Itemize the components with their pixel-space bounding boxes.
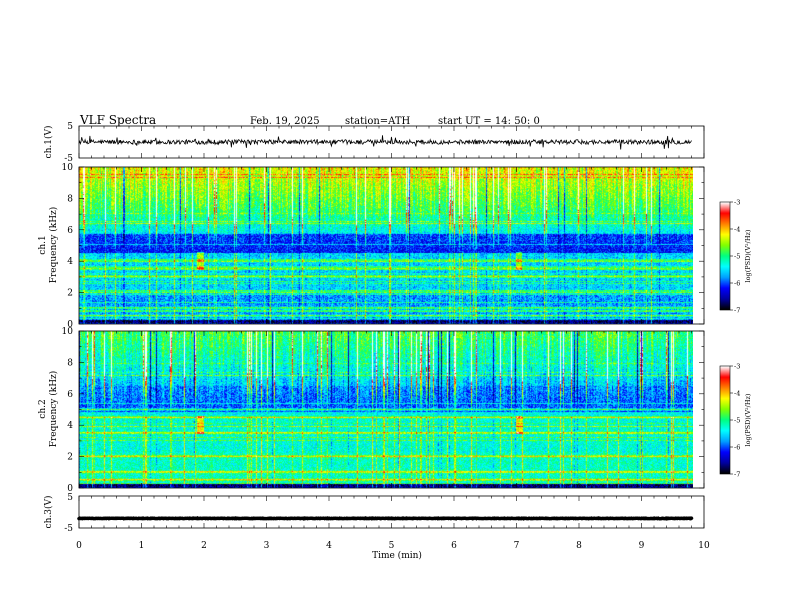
y-tick-label: 2 bbox=[67, 289, 73, 299]
y-tick-label: 0 bbox=[67, 484, 73, 494]
y-tick-label: 2 bbox=[67, 453, 73, 463]
ch1-spec-ylabel-channel: ch.1 bbox=[38, 235, 48, 254]
figure-title: VLF Spectra bbox=[79, 113, 156, 127]
x-tick-label: 6 bbox=[451, 541, 457, 551]
y-tick-label: 8 bbox=[67, 358, 73, 368]
x-tick-label: 2 bbox=[201, 541, 207, 551]
ch1-spectrogram-image bbox=[79, 167, 693, 324]
ch3-ytick-top: 5 bbox=[67, 493, 73, 503]
y-tick-label: 4 bbox=[67, 421, 73, 431]
ch2-colorbar: -3 -4 -5 -6 -7 log(PSD)(V²/Hz) bbox=[719, 363, 752, 479]
ch1-xticks bbox=[78, 126, 705, 158]
x-tick-label: 0 bbox=[76, 541, 82, 551]
x-axis-label: Time (min) bbox=[372, 550, 422, 561]
station-label: station=ATH bbox=[345, 116, 411, 127]
x-tick-label: 1 bbox=[139, 541, 145, 551]
ch1-spec-yticks: 0 2 4 6 8 10 bbox=[62, 163, 704, 330]
colorbar-tick-label: -7 bbox=[734, 471, 740, 479]
ch2-spec-ylabel-frequency: Frequency (kHz) bbox=[48, 371, 59, 448]
ch1-spec-xticks bbox=[78, 167, 705, 324]
ch2-spec-xticks bbox=[78, 331, 705, 488]
y-tick-label: 0 bbox=[67, 320, 73, 330]
ch3-ytick-bottom: -5 bbox=[64, 524, 73, 534]
colorbar-tick-label: -5 bbox=[734, 253, 740, 261]
colorbar-tick-label: -6 bbox=[734, 280, 740, 288]
ch2-spec-yticks: 0 2 4 6 8 10 bbox=[62, 327, 704, 494]
x-tick-label: 10 bbox=[698, 541, 710, 551]
ch1-ytick-bottom: -5 bbox=[64, 154, 73, 164]
x-tick-label: 3 bbox=[264, 541, 270, 551]
y-tick-label: 8 bbox=[67, 194, 73, 204]
date-label: Feb. 19, 2025 bbox=[250, 116, 320, 127]
colorbar-tick-label: -4 bbox=[734, 226, 740, 234]
colorbar-tick-label: -7 bbox=[734, 307, 740, 315]
colorbar-tick-label: -6 bbox=[734, 444, 740, 452]
ch1-panel: 5 -5 ch.1(V) bbox=[43, 122, 705, 164]
ch1-ytick-top: 5 bbox=[67, 122, 73, 132]
ch3-xticks bbox=[78, 496, 705, 528]
colorbar-tick-label: -3 bbox=[734, 363, 740, 371]
ch2-spectrogram-image bbox=[79, 331, 693, 488]
x-tick-label: 8 bbox=[576, 541, 582, 551]
x-axis-ticklabels: 0 1 2 3 4 5 6 7 8 9 10 bbox=[76, 541, 710, 551]
y-tick-label: 6 bbox=[67, 226, 73, 236]
ch1-spec-ylabel-frequency: Frequency (kHz) bbox=[48, 207, 59, 284]
start-time-label: start UT = 14: 50: 0 bbox=[438, 116, 540, 127]
ch3-panel: 5 -5 ch.3(V) bbox=[43, 493, 705, 534]
ch1-colorbar-ticks: -3 -4 -5 -6 -7 bbox=[730, 199, 740, 315]
ch2-spectrogram-panel: 0 2 4 6 8 10 ch.2 Frequency (kHz) bbox=[38, 327, 705, 494]
ch3-ylabel: ch.3(V) bbox=[43, 496, 54, 529]
x-tick-label: 7 bbox=[514, 541, 520, 551]
colorbar-tick-label: -5 bbox=[734, 417, 740, 425]
ch1-colorbar: -3 -4 -5 -6 -7 log(PSD)(V²/Hz) bbox=[719, 199, 752, 315]
colorbar-tick-label: -3 bbox=[734, 199, 740, 207]
ch2-spec-ylabel-channel: ch.2 bbox=[38, 399, 48, 418]
y-tick-label: 6 bbox=[67, 390, 73, 400]
ch2-colorbar-label: log(PSD)(V²/Hz) bbox=[744, 393, 752, 446]
x-tick-label: 9 bbox=[639, 541, 645, 551]
y-tick-label: 4 bbox=[67, 257, 73, 267]
x-tick-label: 5 bbox=[389, 541, 395, 551]
ch2-colorbar-ticks: -3 -4 -5 -6 -7 bbox=[730, 363, 740, 479]
x-tick-label: 4 bbox=[326, 541, 332, 551]
ch2-colorbar-image bbox=[720, 366, 730, 474]
colorbar-tick-label: -4 bbox=[734, 390, 740, 398]
ch1-colorbar-label: log(PSD)(V²/Hz) bbox=[744, 229, 752, 282]
ch1-ylabel: ch.1(V) bbox=[43, 126, 54, 159]
y-tick-label: 10 bbox=[62, 163, 74, 173]
ch1-trace bbox=[78, 135, 692, 150]
ch1-colorbar-image bbox=[720, 202, 730, 310]
ch1-spectrogram-panel: 0 2 4 6 8 10 ch.1 Frequency (kHz) bbox=[38, 163, 705, 330]
ch3-trace bbox=[77, 516, 694, 521]
y-tick-label: 10 bbox=[62, 327, 74, 337]
